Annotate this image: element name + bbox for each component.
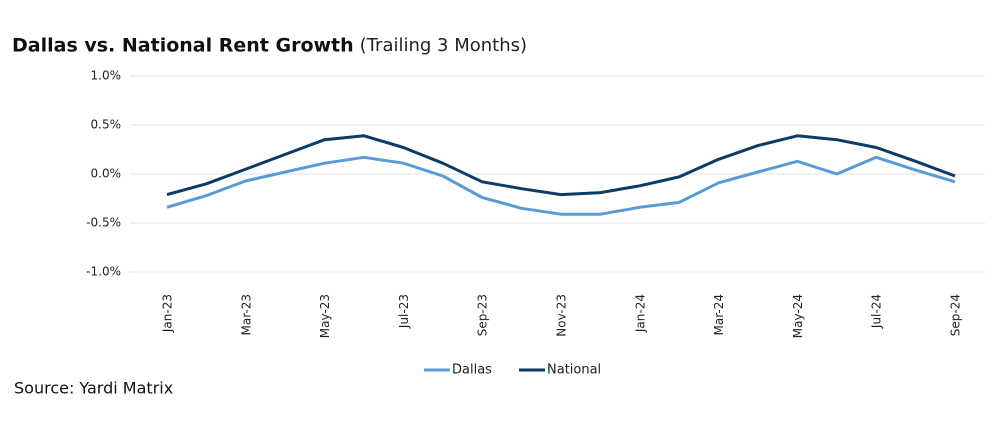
x-tick-label: Jul-23 (397, 294, 411, 329)
legend-label: Dallas (452, 363, 492, 378)
chart-subtitle: (Trailing 3 Months) (360, 35, 527, 56)
x-tick-label: Jan-23 (161, 294, 175, 333)
y-tick-label: 0.0% (91, 167, 122, 181)
x-tick-label: Sep-23 (476, 294, 490, 336)
y-tick-label: -0.5% (86, 216, 121, 230)
x-tick-label: Nov-23 (555, 294, 569, 337)
x-tick-label: Jan-24 (633, 294, 647, 333)
source-note: Source: Yardi Matrix (14, 379, 173, 398)
x-tick-label: May-24 (791, 294, 805, 338)
chart-title: Dallas vs. National Rent Growth (12, 35, 354, 57)
x-tick-label: Sep-24 (949, 294, 963, 336)
y-tick-label: -1.0% (86, 265, 121, 279)
x-tick-label: Jul-24 (870, 294, 884, 329)
y-tick-label: 0.5% (91, 118, 122, 132)
legend-label: National (547, 363, 601, 378)
x-tick-label: May-23 (318, 294, 332, 338)
series-line (166, 134, 956, 197)
y-tick-label: 1.0% (91, 69, 122, 83)
series-line (166, 155, 956, 216)
x-tick-label: Mar-23 (239, 294, 253, 335)
x-tick-label: Mar-24 (712, 294, 726, 335)
